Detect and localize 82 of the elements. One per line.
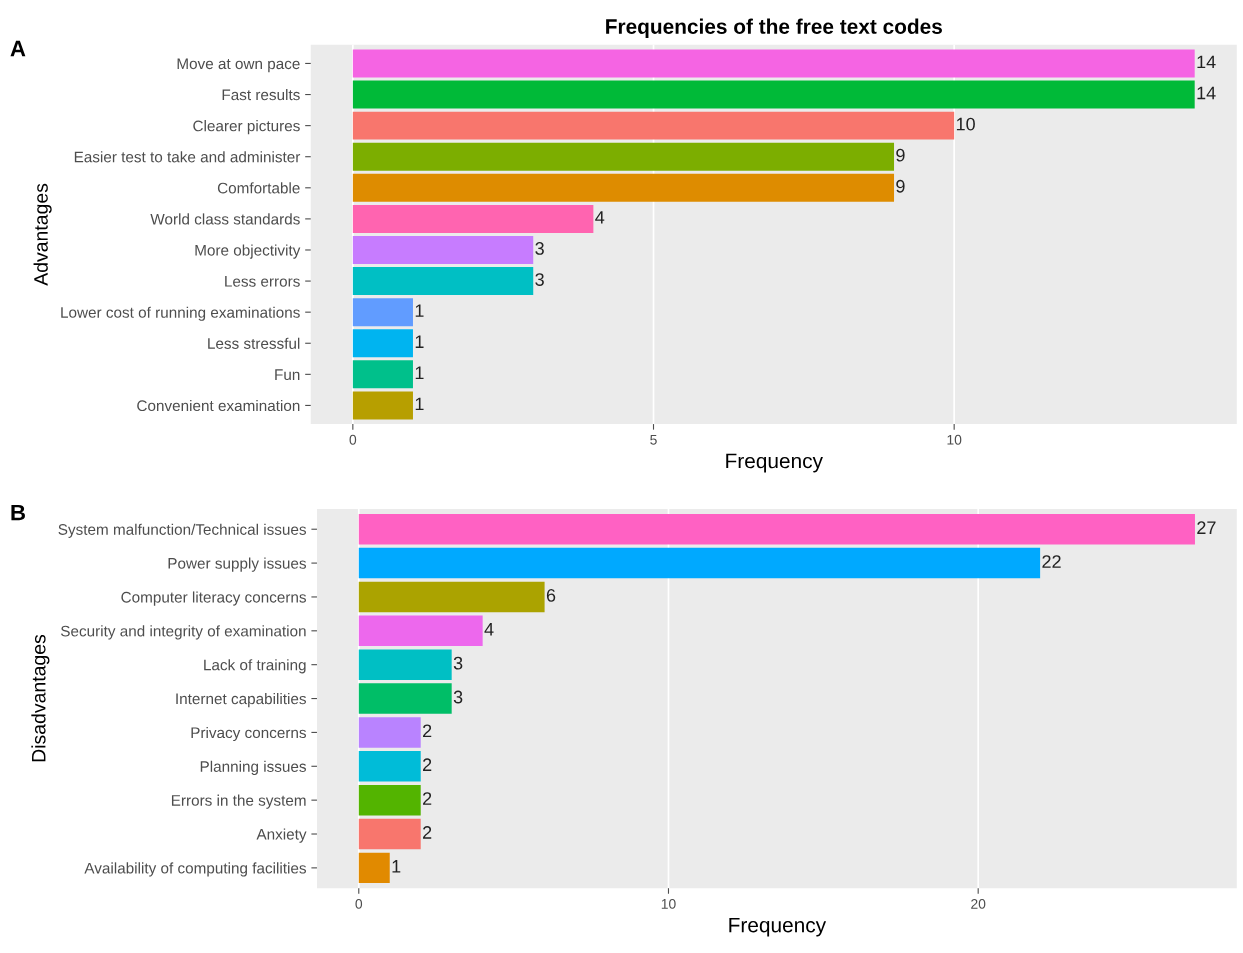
data-label: 1 xyxy=(415,397,424,411)
y-tick-label: Fast results xyxy=(222,89,300,101)
data-label: 1 xyxy=(415,335,424,348)
data-label: 2 xyxy=(423,826,432,839)
data-label: 2 xyxy=(423,792,432,805)
bar xyxy=(352,142,895,171)
y-tick-label: Lower cost of running examinations xyxy=(61,306,300,321)
bar xyxy=(352,111,955,140)
data-label: 3 xyxy=(453,690,463,704)
data-label: 14 xyxy=(1197,86,1216,100)
text: A xyxy=(10,40,26,57)
y-tick-label: Less errors xyxy=(225,276,300,287)
y-tick-label: Comfortable xyxy=(217,182,300,194)
x-axis-title: Frequency xyxy=(729,917,827,937)
y-tick-label: Clearer pictures xyxy=(193,120,300,135)
y-tick-label: Fun xyxy=(275,369,300,381)
bar xyxy=(352,49,1195,78)
text: B xyxy=(11,504,25,521)
y-tick-label: More objectivity xyxy=(195,244,301,259)
y-tick-label: Internet capabilities xyxy=(176,693,307,708)
y-tick-label: Errors in the system xyxy=(171,794,306,809)
chart-title: Frequencies of the free text codes xyxy=(606,18,942,38)
data-label: 22 xyxy=(1042,555,1061,568)
x-tick-label: 0 xyxy=(355,898,363,909)
y-tick-label: Computer literacy concerns xyxy=(121,591,307,606)
y-tick-label: Lack of training xyxy=(204,659,306,674)
bar xyxy=(358,751,421,782)
data-label: 14 xyxy=(1197,55,1216,69)
data-label: 4 xyxy=(484,623,494,636)
bar xyxy=(358,649,452,680)
data-label: 10 xyxy=(956,117,975,131)
x-tick-label: 5 xyxy=(650,435,657,445)
y-axis-title: Advantages xyxy=(33,183,52,286)
bar xyxy=(352,391,413,420)
y-tick-label: Easier test to take and administer xyxy=(74,151,301,163)
bar xyxy=(358,547,1041,579)
bar xyxy=(352,360,413,389)
y-tick-label: Anxiety xyxy=(256,828,307,843)
x-tick-label: 0 xyxy=(349,434,357,445)
x-axis-title: Frequency xyxy=(726,453,823,473)
y-tick-label: Power supply issues xyxy=(168,557,306,572)
y-tick-label: Planning issues xyxy=(200,760,306,775)
data-label: 3 xyxy=(535,242,544,255)
y-tick-label: Privacy concerns xyxy=(191,726,306,742)
y-tick-label: System malfunction/Technical issues xyxy=(58,523,307,538)
bar xyxy=(352,298,413,327)
data-label: 9 xyxy=(896,179,905,193)
data-label: 1 xyxy=(415,304,424,317)
bar xyxy=(352,235,534,264)
bar xyxy=(358,513,1195,545)
data-label: 1 xyxy=(392,860,401,873)
bar xyxy=(358,818,421,850)
data-label: 2 xyxy=(423,724,432,738)
bar xyxy=(358,852,390,884)
y-tick-label: Less stressful xyxy=(208,337,300,349)
bar xyxy=(352,173,895,202)
bar xyxy=(358,784,421,816)
y-tick-label: Convenient examination xyxy=(137,399,300,412)
data-label: 3 xyxy=(535,273,544,286)
data-label: 4 xyxy=(595,211,605,224)
data-label: 3 xyxy=(453,656,463,670)
bar xyxy=(352,80,1195,109)
bar xyxy=(358,581,545,613)
x-tick-label: 10 xyxy=(661,898,676,909)
y-axis-title: Disadvantages xyxy=(31,634,50,762)
bar xyxy=(358,683,452,714)
y-tick-label: Availability of computing facilities xyxy=(84,862,307,877)
bar xyxy=(352,204,594,233)
bar xyxy=(358,717,421,748)
y-tick-label: Security and integrity of examination xyxy=(60,625,306,640)
data-label: 2 xyxy=(423,758,432,771)
bar xyxy=(352,267,534,296)
y-tick-label: Move at own pace xyxy=(177,58,300,73)
x-tick-label: 20 xyxy=(971,898,986,909)
data-label: 9 xyxy=(896,148,905,162)
y-tick-label: World class standards xyxy=(150,213,300,225)
data-label: 27 xyxy=(1197,521,1216,534)
x-tick-label: 10 xyxy=(947,434,962,445)
bar xyxy=(352,329,413,358)
bar xyxy=(358,615,483,647)
data-label: 1 xyxy=(415,366,424,380)
data-label: 6 xyxy=(546,589,556,602)
